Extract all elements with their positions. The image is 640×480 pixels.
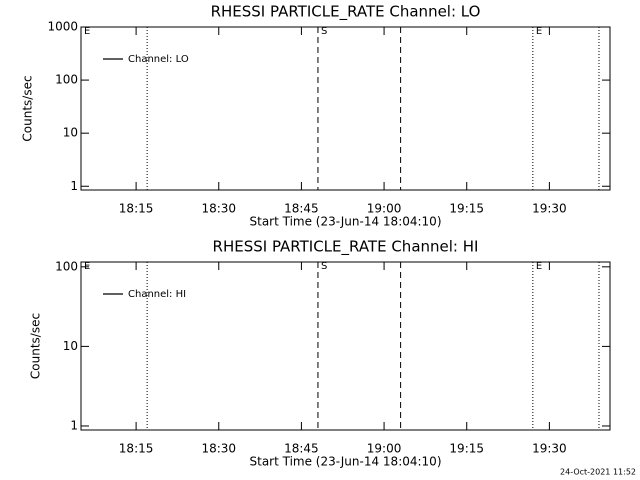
x-tick-label: 19:00 — [367, 202, 402, 216]
legend-label: Channel: HI — [128, 289, 186, 300]
x-tick-label: 18:15 — [119, 442, 154, 456]
y-tick-label: 1 — [70, 179, 78, 193]
x-tick-label: 19:30 — [532, 442, 567, 456]
marker-label: E — [536, 261, 542, 272]
marker-label: S — [321, 261, 327, 272]
legend-label: Channel: LO — [128, 54, 189, 65]
y-axis-title: Counts/sec — [21, 75, 35, 141]
chart-title: RHESSI PARTICLE_RATE Channel: HI — [213, 238, 479, 257]
x-tick-label: 19:00 — [367, 442, 402, 456]
y-tick-label: 10 — [63, 126, 78, 140]
y-tick-label: 1 — [70, 418, 78, 432]
y-tick-label: 100 — [55, 73, 78, 87]
marker-label: E — [536, 26, 542, 37]
y-axis-title: Counts/sec — [29, 313, 43, 379]
x-tick-label: 18:30 — [201, 202, 236, 216]
axes-box — [80, 26, 611, 191]
x-tick-label: 18:30 — [201, 442, 236, 456]
x-axis-title: Start Time (23-Jun-14 18:04:10) — [250, 215, 442, 229]
marker-label: E — [84, 26, 90, 37]
x-tick-label: 18:45 — [284, 202, 319, 216]
x-tick-label: 18:15 — [119, 202, 154, 216]
x-tick-label: 19:30 — [532, 202, 567, 216]
x-tick-label: 19:15 — [449, 202, 484, 216]
marker-label: S — [321, 26, 327, 37]
y-tick-label: 10 — [63, 339, 78, 353]
footer: 24-Oct-2021 11:52 — [560, 468, 636, 477]
marker-label: E — [84, 261, 90, 272]
chart-title: RHESSI PARTICLE_RATE Channel: LO — [211, 3, 481, 22]
y-tick-label: 1000 — [47, 20, 78, 34]
x-tick-label: 19:15 — [449, 442, 484, 456]
x-tick-label: 18:45 — [284, 442, 319, 456]
x-axis-title: Start Time (23-Jun-14 18:04:10) — [250, 455, 442, 469]
y-tick-label: 100 — [55, 259, 78, 273]
